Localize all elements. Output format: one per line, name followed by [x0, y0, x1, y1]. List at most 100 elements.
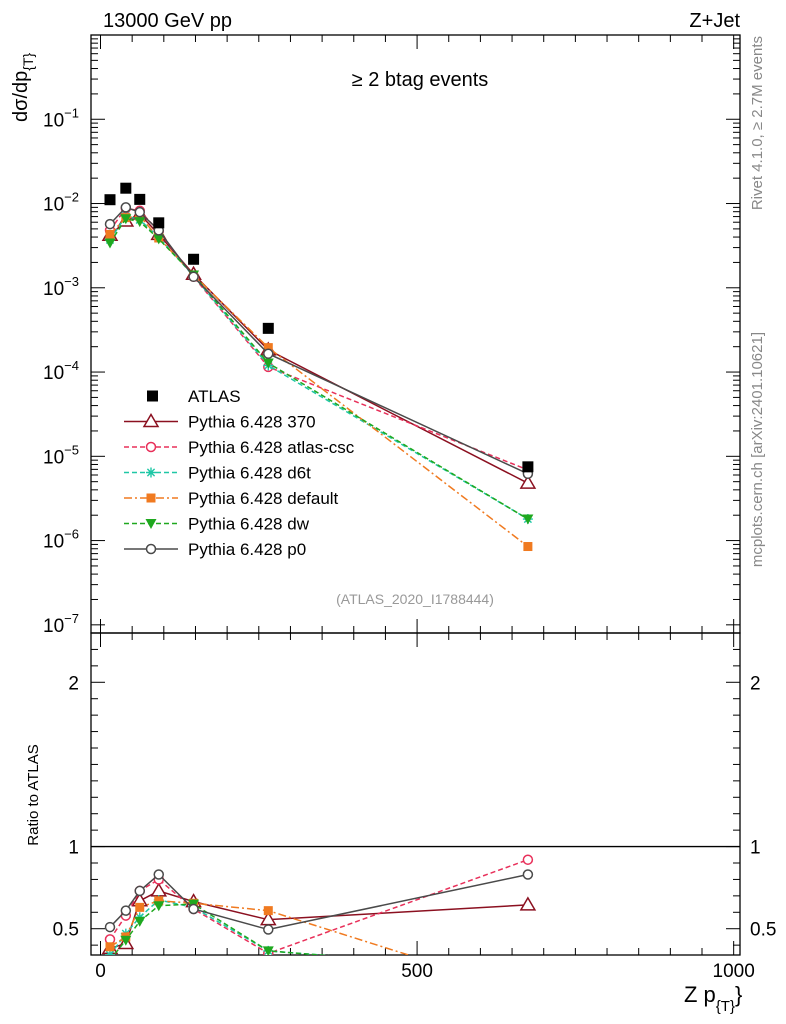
- ratio-point: [104, 950, 115, 955]
- series-point: [519, 474, 537, 489]
- legend-marker: [146, 493, 156, 503]
- ratio-series-group: [101, 854, 537, 977]
- y-tick-label-exponent: −6: [64, 527, 79, 542]
- ratio-point: [522, 967, 533, 977]
- ratio-point: [104, 955, 115, 965]
- legend-entry: Pythia 6.428 atlas-csc: [124, 438, 355, 457]
- y-axis-label-sub: {T}: [20, 52, 36, 70]
- y-tick-label-exponent: −1: [64, 105, 79, 120]
- legend-label: Pythia 6.428 atlas-csc: [188, 438, 355, 457]
- ratio-point: [263, 906, 273, 916]
- series-point: [105, 229, 115, 239]
- ratio-point: [134, 885, 146, 897]
- ratio-tick-label: 2: [68, 673, 79, 694]
- series-point: [104, 218, 116, 230]
- ratio-tick-label: 1: [750, 838, 761, 859]
- ratio-tick-label: 2: [750, 673, 761, 694]
- axis-ticks: [91, 34, 740, 955]
- y-tick-label-base: 10: [43, 195, 64, 216]
- x-axis-label: Z p{T}}: [684, 982, 742, 1015]
- y-tick-label-exponent: −4: [64, 358, 79, 373]
- y-tick-label: 10−1: [43, 105, 79, 131]
- ratio-point: [120, 905, 132, 916]
- analysis-label: (ATLAS_2020_I1788444): [336, 591, 494, 607]
- ratio-point: [135, 902, 145, 912]
- legend-marker: [147, 390, 158, 402]
- ratio-point: [262, 946, 274, 955]
- series-point: [263, 348, 274, 359]
- series-point: [120, 214, 132, 225]
- legend-label: Pythia 6.428 default: [188, 489, 339, 508]
- series-point: [120, 202, 132, 213]
- x-tick-label: 0: [95, 961, 106, 982]
- y-axis-label-main: dσ/dp: [10, 71, 32, 122]
- series-line: [109, 207, 529, 471]
- legend-label: Pythia 6.428 dw: [188, 515, 310, 534]
- ratio-point: [134, 916, 146, 927]
- y-tick-label: 10−4: [43, 358, 79, 384]
- ratio-point: [523, 966, 533, 976]
- data-point: [188, 253, 200, 265]
- ratio-panel-frame: [90, 632, 741, 956]
- ratio-point: [154, 896, 164, 906]
- series-point: [262, 358, 274, 369]
- x-axis-label-main: Z p: [684, 982, 716, 1007]
- header-right: Z+Jet: [689, 10, 740, 32]
- legend-marker: [145, 441, 157, 453]
- y-tick-label-exponent: −7: [64, 611, 79, 626]
- data-point: [104, 194, 116, 206]
- series-line: [109, 206, 529, 475]
- y-axis-label: dσ/dp{T}: [10, 52, 36, 122]
- ratio-tick-label: 0.5: [53, 920, 79, 941]
- series-point: [188, 271, 199, 283]
- y-tick-label-base: 10: [43, 363, 64, 384]
- legend-label: Pythia 6.428 p0: [188, 540, 306, 559]
- svg-text:dσ/dp{T}: dσ/dp{T}: [10, 52, 36, 122]
- ratio-layer: [91, 845, 740, 977]
- legend-marker: [142, 413, 160, 428]
- side-label-bottom: mcplots.cern.ch [arXiv:2401.10621]: [749, 332, 766, 567]
- ratio-point: [104, 921, 116, 933]
- series-point: [523, 542, 533, 552]
- legend-marker: [145, 519, 157, 529]
- series-layer: [101, 182, 537, 552]
- y-tick-label: 10−3: [43, 274, 79, 300]
- ratio-point: [153, 869, 164, 880]
- series-point: [134, 217, 146, 228]
- series-point: [104, 238, 116, 249]
- data-point: [153, 217, 165, 229]
- ratio-line: [112, 903, 330, 955]
- header-left: 13000 GeV pp: [103, 10, 232, 32]
- legend-entry: Pythia 6.428 d6t: [124, 464, 311, 483]
- ratio-point: [120, 935, 132, 946]
- ratio-point: [150, 882, 168, 897]
- y-tick-label-base: 10: [43, 532, 64, 553]
- y-tick-label-exponent: −2: [64, 190, 79, 205]
- legend-label: Pythia 6.428 370: [188, 413, 316, 432]
- x-tick-labels: 0 500 1000: [95, 961, 755, 982]
- legend-entry: Pythia 6.428 default: [124, 489, 339, 508]
- legend-marker: [145, 543, 157, 555]
- ratio-point: [519, 896, 537, 911]
- legend-label: ATLAS: [188, 387, 241, 406]
- y-tick-label-base: 10: [43, 447, 64, 468]
- y-tick-label-exponent: −5: [64, 442, 79, 457]
- y-tick-label-base: 10: [43, 279, 64, 300]
- series-point: [522, 514, 534, 525]
- y-tick-label: 10−7: [43, 611, 79, 637]
- legend-entry: Pythia 6.428 dw: [124, 515, 310, 534]
- y-tick-label-base: 10: [43, 110, 64, 131]
- ratio-tick-labels: 0.5 0.5 1 1 2 2: [53, 673, 777, 940]
- chart-title: ≥ 2 btag events: [352, 69, 489, 91]
- ratio-tick-label: 1: [68, 838, 79, 859]
- ratio-tick-label: 0.5: [750, 920, 776, 941]
- y-tick-label-exponent: −3: [64, 274, 79, 289]
- y-tick-labels: 10−110−210−310−410−510−610−7: [43, 105, 79, 637]
- series-point: [153, 234, 165, 245]
- ratio-point: [522, 854, 534, 865]
- series-point: [134, 206, 146, 218]
- ratio-point: [188, 903, 199, 915]
- y-tick-label: 10−5: [43, 442, 79, 468]
- legend-marker: [146, 467, 156, 478]
- y-tick-label: 10−2: [43, 190, 79, 216]
